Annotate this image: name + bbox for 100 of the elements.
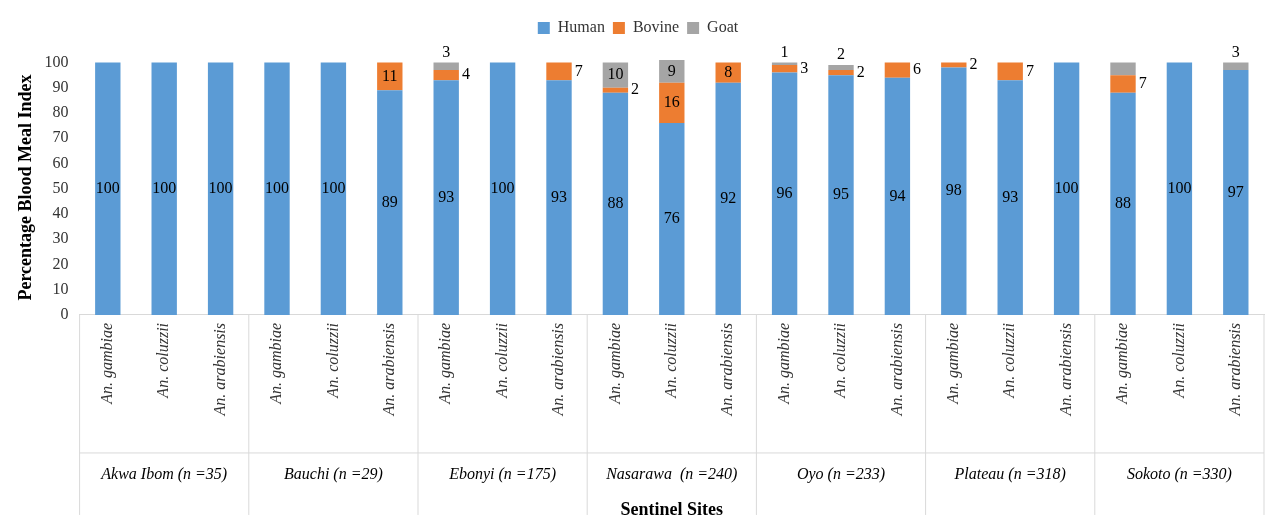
bar: [377, 90, 403, 315]
bar: [489, 62, 516, 315]
data-label: 3: [442, 42, 451, 60]
text: Plateau (n =318): [953, 465, 1066, 484]
y-axis-title: Percentage Blood Meal Index: [15, 74, 36, 301]
x-tick-label: An. gambiae: [267, 322, 286, 405]
data-label: 7: [1025, 61, 1034, 79]
x-tick-label: An. arabiensis: [1056, 322, 1074, 417]
bar: [602, 92, 629, 315]
bar: [320, 62, 347, 315]
bar: [659, 123, 685, 315]
data-label: 2: [969, 55, 978, 73]
y-tick-label: 30: [52, 229, 69, 247]
bar: [546, 80, 572, 315]
bar: [1166, 62, 1193, 315]
bar: [771, 65, 798, 73]
x-tick-label: An. gambiae: [98, 322, 116, 405]
y-tick-label: 40: [52, 204, 69, 222]
data-label: 6: [913, 60, 922, 78]
bar: [1053, 62, 1080, 315]
data-label: 93: [551, 187, 567, 205]
data-label: 1: [780, 42, 789, 60]
data-label: 11: [382, 66, 398, 84]
y-tick-label: 90: [52, 77, 69, 95]
data-label: 3: [800, 59, 809, 77]
y-tick-label: 10: [52, 279, 69, 297]
bar: [264, 62, 290, 315]
data-label: 100: [1054, 178, 1079, 196]
y-tick-label: 100: [44, 52, 69, 70]
x-tick-label: An. gambiae: [774, 322, 793, 405]
x-tick-label: An. gambiae: [436, 322, 455, 405]
bar: [1110, 62, 1136, 76]
data-label: 2: [631, 80, 640, 98]
x-tick-label: An. coluzzii: [1000, 322, 1018, 399]
y-tick-label: 0: [60, 305, 69, 323]
x-axis-title: Sentinel Sites: [620, 498, 724, 519]
data-label: 88: [1115, 194, 1131, 212]
bar: [433, 62, 459, 71]
data-label: 7: [1138, 74, 1147, 92]
data-label: 3: [1231, 42, 1240, 60]
text: Bauchi (n =29): [284, 465, 383, 484]
bar: [997, 80, 1023, 315]
bar: [207, 62, 234, 315]
y-tick-label: 50: [52, 178, 69, 196]
bar: [546, 62, 572, 81]
data-label: 10: [607, 65, 624, 83]
data-label: 100: [208, 178, 233, 196]
data-label: 100: [321, 178, 346, 196]
y-tick-label: 70: [52, 128, 69, 146]
bar: [659, 60, 685, 83]
x-tick-label: An. gambiae: [944, 322, 962, 405]
data-label: 7: [574, 61, 583, 79]
data-label: 93: [438, 187, 455, 205]
data-label: 100: [1167, 178, 1192, 196]
bar: [828, 75, 854, 315]
data-label: 100: [152, 178, 177, 196]
data-label: 89: [381, 192, 398, 210]
data-label: 16: [663, 93, 680, 111]
x-tick-label: An. coluzzii: [323, 322, 341, 399]
x-tick-label: An. gambiae: [1113, 322, 1132, 405]
x-tick-label: An. coluzzii: [1169, 322, 1187, 399]
bar: [1110, 75, 1136, 93]
bar: [941, 62, 967, 68]
data-label: 100: [265, 178, 289, 196]
bar: [433, 80, 459, 315]
bar: [1223, 70, 1249, 315]
bar: [884, 62, 911, 78]
data-label: 9: [667, 61, 676, 79]
data-label: 92: [720, 189, 737, 207]
x-tick-label: An. coluzzii: [831, 322, 849, 399]
data-label: 2: [837, 45, 845, 63]
data-label: 2: [856, 62, 865, 80]
data-label: 76: [663, 209, 680, 227]
data-label: 96: [776, 183, 793, 201]
data-label: 95: [833, 185, 849, 203]
y-tick-label: 60: [52, 153, 69, 171]
text: Sokoto (n =330): [1126, 465, 1232, 484]
bar: [941, 67, 967, 315]
x-tick-label: An. arabiensis: [1226, 322, 1243, 417]
bar: [433, 70, 459, 81]
bar: [997, 62, 1023, 81]
text: Akwa Ibom (n =35): [100, 465, 228, 484]
data-label: 97: [1227, 182, 1244, 200]
bar: [828, 65, 854, 71]
bar: [151, 62, 177, 315]
x-tick-label: An. arabiensis: [380, 322, 397, 417]
data-label: 98: [945, 181, 962, 199]
data-label: 100: [95, 178, 120, 196]
data-label: 88: [607, 194, 624, 212]
y-tick-label: 80: [52, 103, 69, 121]
x-tick-label: An. arabiensis: [718, 322, 736, 417]
x-tick-label: An. arabiensis: [210, 322, 228, 417]
bar: [715, 82, 741, 315]
legend-label: Goat: [707, 18, 739, 36]
bar: [1223, 62, 1249, 71]
text: Nasarawa (n =240): [605, 465, 738, 484]
text: Oyo (n =233): [796, 465, 886, 484]
y-tick-label: 20: [52, 254, 69, 272]
data-label: 100: [490, 178, 515, 196]
legend-label: Bovine: [632, 18, 680, 36]
